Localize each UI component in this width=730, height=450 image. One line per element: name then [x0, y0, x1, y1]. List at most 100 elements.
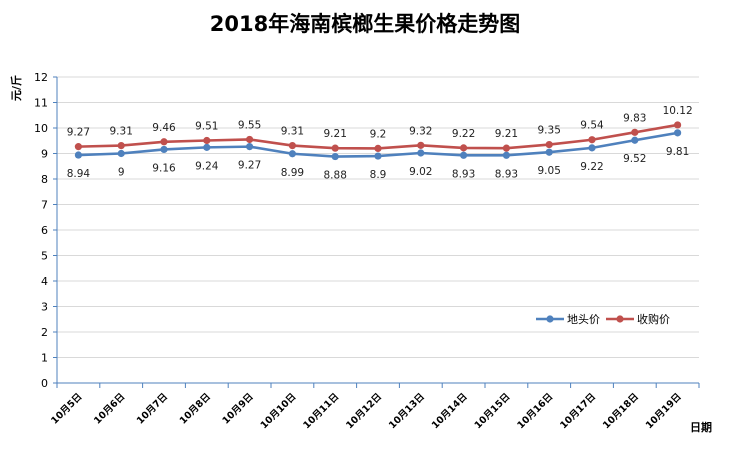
data-point — [502, 151, 510, 159]
data-label: 9.2 — [370, 128, 387, 140]
data-label: 9.27 — [238, 160, 261, 172]
data-label: 9.16 — [152, 162, 176, 174]
data-point — [246, 135, 254, 144]
y-tick-label: 1 — [41, 352, 48, 365]
data-point — [288, 141, 296, 150]
y-tick-label: 7 — [41, 199, 48, 212]
data-point — [117, 149, 125, 158]
y-tick-label: 11 — [34, 97, 48, 110]
data-point — [74, 143, 82, 151]
data-point — [203, 143, 211, 151]
legend-marker — [616, 315, 624, 323]
data-point — [631, 136, 639, 144]
y-tick-label: 10 — [34, 122, 48, 135]
data-label: 9.22 — [580, 161, 603, 173]
data-point — [588, 136, 596, 144]
y-tick-label: 3 — [41, 301, 48, 314]
x-tick-label: 10月6日 — [92, 391, 127, 426]
x-tick-label: 10月11日 — [301, 391, 341, 431]
legend-marker — [546, 315, 554, 323]
x-tick-label: 10月9日 — [220, 391, 255, 426]
data-labels: 8.94 9 9.16 9.24 9.27 8.99 8.88 8.9 9.02 8.93 8.93… — [67, 105, 693, 182]
data-point — [288, 150, 296, 158]
data-point — [331, 152, 339, 161]
data-point — [246, 143, 254, 151]
x-tick-label: 10月15日 — [473, 391, 513, 431]
data-label: 9.83 — [623, 112, 646, 124]
data-label: 9.22 — [452, 128, 475, 140]
y-tick-label: 9 — [41, 148, 48, 161]
data-point — [331, 144, 339, 152]
x-tick-label: 10月7日 — [135, 391, 170, 426]
data-point — [74, 151, 82, 159]
legend: 地头价 收购价 — [536, 312, 670, 326]
data-label: 9.02 — [409, 166, 432, 178]
x-tick-label: 10月13日 — [387, 391, 427, 431]
x-tick-label: 10月5日 — [49, 391, 84, 426]
data-label: 9.27 — [67, 127, 90, 139]
data-label: 9.51 — [195, 120, 218, 132]
legend-label: 地头价 — [567, 313, 600, 326]
y-tick-label: 6 — [41, 224, 48, 237]
data-point — [674, 121, 682, 129]
data-point — [460, 144, 468, 152]
data-label: 9.54 — [580, 120, 604, 132]
legend-label: 收购价 — [637, 312, 670, 326]
data-point — [545, 148, 553, 156]
data-label: 9.31 — [281, 126, 304, 138]
x-tick-label: 10月16日 — [515, 391, 555, 431]
y-tick-label: 2 — [41, 326, 48, 339]
y-tick-label: 8 — [41, 173, 48, 186]
data-label: 8.99 — [281, 167, 304, 179]
y-tick-label: 4 — [41, 275, 48, 288]
x-tick-label: 10月14日 — [430, 391, 470, 431]
data-point — [674, 129, 682, 137]
data-label: 9.21 — [324, 128, 347, 140]
data-label: 9.52 — [623, 153, 646, 165]
chart-title: 2018年海南槟榔生果价格走势图 — [209, 12, 521, 36]
data-label: 9.21 — [495, 128, 518, 140]
data-label: 9.31 — [110, 126, 133, 138]
x-tick-label: 10月8日 — [178, 391, 213, 426]
data-label: 9 — [118, 167, 125, 179]
y-axis-title: 元/斤 — [9, 75, 23, 101]
y-tick-label: 12 — [34, 71, 48, 84]
data-point — [117, 141, 125, 150]
data-label: 9.55 — [238, 119, 261, 131]
data-label: 9.35 — [538, 125, 561, 137]
data-point — [502, 144, 510, 152]
data-point — [160, 138, 168, 146]
data-label: 8.93 — [495, 168, 518, 180]
data-label: 9.24 — [195, 160, 219, 172]
data-point — [460, 151, 468, 159]
data-label: 8.93 — [452, 168, 475, 180]
data-label: 9.05 — [538, 165, 561, 177]
data-point — [417, 149, 425, 157]
data-label: 8.88 — [324, 170, 347, 182]
data-label: 9.32 — [409, 125, 432, 137]
data-point — [203, 136, 211, 145]
data-point — [374, 144, 382, 152]
data-label: 9.46 — [152, 122, 176, 134]
x-tick-label: 10月18日 — [601, 391, 641, 431]
data-point — [588, 144, 596, 152]
data-label: 8.94 — [67, 168, 91, 180]
x-tick-label: 10月17日 — [558, 391, 598, 431]
y-tick-label: 0 — [41, 377, 48, 390]
y-tick-label: 5 — [41, 250, 48, 263]
data-point — [545, 140, 553, 149]
data-point — [417, 141, 425, 149]
data-label: 8.9 — [370, 169, 387, 181]
gridlines — [57, 76, 699, 358]
series-layer — [74, 121, 682, 161]
data-point — [160, 145, 168, 154]
x-tick-label: 10月19日 — [644, 391, 684, 431]
data-point — [374, 152, 382, 160]
data-label: 10.12 — [663, 105, 693, 117]
x-tick-label: 10月12日 — [344, 391, 384, 431]
data-point — [631, 128, 639, 136]
data-label: 9.81 — [666, 146, 689, 158]
x-tick-label: 10月10日 — [259, 391, 299, 431]
x-axis-title: 日期 — [690, 420, 712, 434]
